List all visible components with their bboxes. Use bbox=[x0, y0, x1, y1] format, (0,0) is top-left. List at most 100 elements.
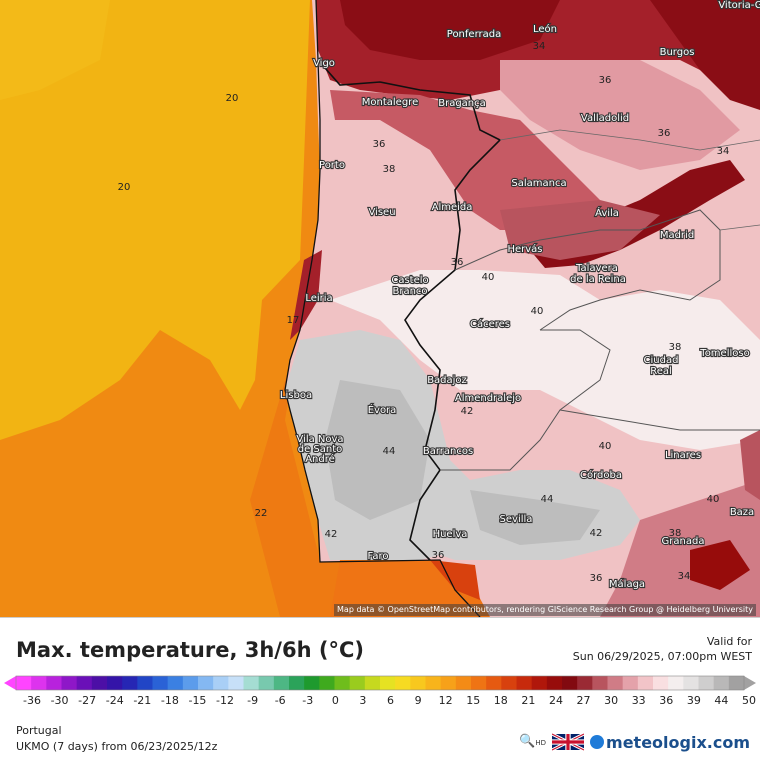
city-label: Almeida bbox=[432, 202, 473, 213]
scale-tick-label: 21 bbox=[521, 694, 535, 707]
scale-swatch bbox=[410, 676, 427, 690]
scale-swatch bbox=[486, 676, 502, 690]
isotherm-value: 20 bbox=[118, 182, 131, 193]
isotherm-value: 36 bbox=[373, 139, 386, 150]
scale-swatch bbox=[637, 676, 654, 690]
city-label: Vitoria-G. bbox=[718, 0, 760, 11]
scale-tick-label: 6 bbox=[387, 694, 394, 707]
scale-tick-label: -6 bbox=[275, 694, 286, 707]
city-label: Viseu bbox=[368, 207, 395, 218]
scale-swatch bbox=[455, 676, 472, 690]
city-label: de la Reina bbox=[570, 274, 626, 285]
city-label: Barrancos bbox=[423, 446, 473, 457]
scale-tick-label: 44 bbox=[714, 694, 728, 707]
city-label: Hervás bbox=[507, 243, 542, 255]
scale-tick-label: 24 bbox=[549, 694, 563, 707]
scale-tick-label: 15 bbox=[466, 694, 480, 707]
isotherm-value: 22 bbox=[255, 508, 268, 519]
model-run-label[interactable]: UKMO (7 days) from 06/23/2025/12z bbox=[16, 740, 218, 753]
city-label: Real bbox=[650, 366, 672, 377]
scale-swatch bbox=[728, 676, 745, 690]
city-label: Badajoz bbox=[427, 375, 467, 386]
isotherm-value: 36 bbox=[432, 550, 445, 561]
brand-mark-icon bbox=[590, 735, 605, 749]
valid-time[interactable]: Sun 06/29/2025, 07:00pm WEST bbox=[572, 650, 752, 663]
city-label: Linares bbox=[665, 450, 701, 461]
scale-tick-label: -9 bbox=[247, 694, 258, 707]
scale-tick-label: 3 bbox=[359, 694, 366, 707]
scale-swatch bbox=[501, 676, 518, 690]
scale-swatch bbox=[622, 676, 639, 690]
brand-logo[interactable]: meteologix.com bbox=[590, 733, 750, 752]
toolbar: 🔍HD meteologix.com bbox=[519, 730, 750, 754]
scale-tick-label: -3 bbox=[302, 694, 313, 707]
scale-swatch bbox=[440, 676, 457, 690]
city-label: Montalegre bbox=[362, 97, 418, 108]
city-label: Tomelloso bbox=[699, 348, 749, 359]
scale-outline bbox=[15, 675, 745, 691]
coastline bbox=[284, 0, 481, 617]
scale-tick-label: 50 bbox=[742, 694, 756, 707]
city-label: Almendralejo bbox=[455, 393, 521, 404]
valid-label: Valid for bbox=[706, 635, 752, 648]
scale-swatch bbox=[16, 676, 32, 690]
scale-swatch bbox=[713, 676, 730, 690]
scale-swatch bbox=[698, 676, 715, 690]
scale-swatch bbox=[683, 676, 700, 690]
scale-tick-label: 39 bbox=[687, 694, 701, 707]
hd-zoom-icon[interactable]: 🔍HD bbox=[519, 733, 547, 749]
scale-swatch bbox=[91, 676, 108, 690]
hd-label: HD bbox=[535, 738, 547, 747]
scale-tick-label: -18 bbox=[161, 694, 179, 707]
city-label: Leiria bbox=[305, 293, 332, 304]
isotherm-value: 34 bbox=[717, 146, 730, 157]
city-label: Castelo bbox=[391, 275, 428, 286]
scale-swatch bbox=[562, 676, 578, 690]
isotherm-value: 36 bbox=[451, 257, 464, 268]
city-label: Talavera bbox=[575, 263, 618, 274]
isotherm-value: 34 bbox=[678, 571, 691, 582]
city-label: Bragança bbox=[438, 98, 486, 109]
weather-map[interactable]: 20 20 22 34 36 36 36 38 34 36 40 40 38 42 44 40 44 40 42 42… bbox=[0, 0, 760, 617]
very-hot-zone bbox=[330, 270, 760, 450]
scale-swatch bbox=[228, 676, 245, 690]
scale-tick-label: -21 bbox=[133, 694, 151, 707]
scale-swatch bbox=[137, 676, 154, 690]
scale-swatch bbox=[304, 676, 320, 690]
scale-swatch bbox=[577, 676, 593, 690]
scale-tick-label: 18 bbox=[494, 694, 508, 707]
city-label: Ponferrada bbox=[447, 29, 501, 40]
legend-panel: Max. temperature, 3h/6h (°C) Valid for S… bbox=[0, 617, 760, 761]
city-label: Salamanca bbox=[511, 178, 566, 189]
scale-tick-label: -12 bbox=[216, 694, 234, 707]
isotherm-value: 42 bbox=[325, 529, 338, 540]
scale-swatch bbox=[364, 676, 381, 690]
temperature-color-scale: -36 -30 -27 -24 -21 -18 -15 -12 -9 -6 -3 0 3 6 9 12 15 18… bbox=[4, 675, 756, 707]
scale-swatch bbox=[198, 676, 214, 690]
city-label: Valladolid bbox=[581, 113, 629, 124]
scale-swatch bbox=[289, 676, 305, 690]
scale-swatch bbox=[61, 676, 78, 690]
scale-swatch bbox=[349, 676, 366, 690]
city-label: de Santo bbox=[298, 444, 343, 455]
uk-flag-icon[interactable] bbox=[552, 733, 585, 751]
scale-tick-label: 27 bbox=[577, 694, 591, 707]
city-label: Vila Nova bbox=[296, 434, 343, 445]
city-labels: Vitoria-G. Ponferrada León Vigo Burgos Montal… bbox=[279, 0, 760, 591]
scale-swatch bbox=[668, 676, 684, 690]
scale-swatch bbox=[243, 676, 260, 690]
isotherm-value: 38 bbox=[669, 528, 682, 539]
city-label: Granada bbox=[662, 536, 705, 547]
scale-tick-label: -30 bbox=[51, 694, 69, 707]
scale-swatch bbox=[592, 676, 609, 690]
scale-swatch bbox=[516, 676, 533, 690]
scale-tick-label: 36 bbox=[659, 694, 673, 707]
scale-swatch bbox=[258, 676, 275, 690]
scale-swatch bbox=[152, 676, 169, 690]
city-label: Ávila bbox=[595, 206, 619, 219]
isotherm-value: 34 bbox=[533, 41, 546, 52]
scale-tick-label: 12 bbox=[439, 694, 453, 707]
scale-swatch bbox=[273, 676, 290, 690]
isotherm-value: 38 bbox=[383, 164, 396, 175]
scale-tick-label: 9 bbox=[415, 694, 422, 707]
